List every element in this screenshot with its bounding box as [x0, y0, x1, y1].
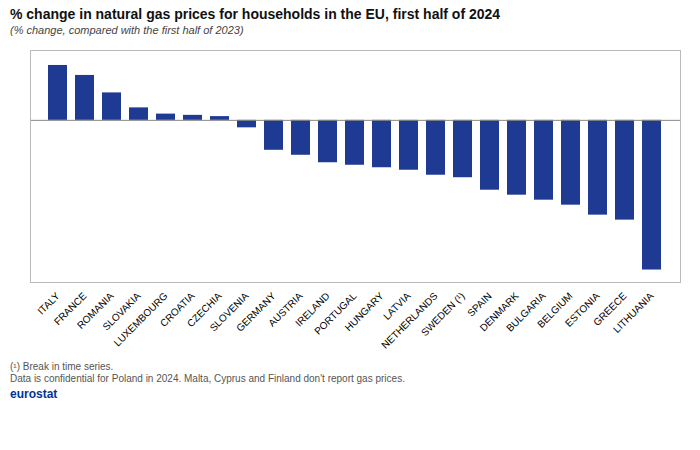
svg-text:AUSTRIA: AUSTRIA — [266, 290, 305, 329]
svg-text:PORTUGAL: PORTUGAL — [312, 290, 359, 337]
svg-text:SLOVENIA: SLOVENIA — [207, 290, 251, 334]
svg-text:FRANCE: FRANCE — [51, 290, 89, 328]
html-text:Data is confidential for Polan: Data is confidential for Poland in 2024.… — [10, 373, 405, 384]
svg-text:SWEDEN (¹): SWEDEN (¹) — [419, 290, 467, 338]
svg-text:LITHUANIA: LITHUANIA — [611, 290, 656, 335]
html-text:(% change, compared with the f: (% change, compared with the first half … — [10, 24, 244, 36]
svg-text:LUXEMBOURG: LUXEMBOURG — [111, 290, 170, 349]
svg-text:IRELAND: IRELAND — [293, 290, 332, 329]
svg-text:GREECE: GREECE — [591, 290, 629, 328]
svg-text:ESTONIA: ESTONIA — [563, 290, 602, 329]
svg-text:BELGIUM: BELGIUM — [535, 290, 575, 330]
svg-text:ITALY: ITALY — [35, 290, 62, 317]
svg-text:ROMANIA: ROMANIA — [74, 290, 116, 331]
html-text:eurostat: eurostat — [10, 387, 58, 401]
svg-text:DENMARK: DENMARK — [477, 290, 521, 334]
svg-text:SPAIN: SPAIN — [465, 290, 494, 319]
svg-text:LATVIA: LATVIA — [381, 290, 413, 322]
html-text:(¹) Break in time series.: (¹) Break in time series. — [10, 361, 114, 372]
svg-text:CZECHIA: CZECHIA — [184, 290, 224, 330]
svg-text:CROATIA: CROATIA — [158, 290, 197, 329]
svg-text:GERMANY: GERMANY — [234, 290, 278, 334]
svg-text:NETHERLANDS: NETHERLANDS — [379, 290, 440, 351]
svg-text:BULGARIA: BULGARIA — [504, 290, 548, 334]
svg-text:SLOVAKIA: SLOVAKIA — [100, 290, 143, 333]
html-text:% change in natural gas prices: % change in natural gas prices for house… — [10, 6, 501, 22]
svg-text:HUNGARY: HUNGARY — [343, 290, 386, 333]
